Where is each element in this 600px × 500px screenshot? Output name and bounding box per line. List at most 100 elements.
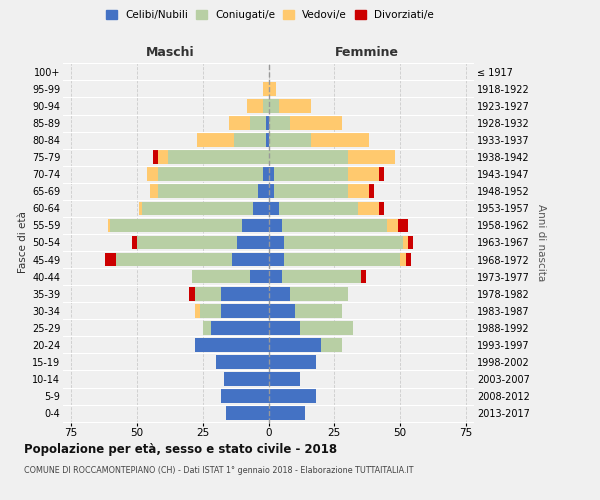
Bar <box>158 184 258 198</box>
Bar <box>269 150 347 164</box>
Bar <box>269 270 281 283</box>
Bar <box>195 304 200 318</box>
Bar <box>200 304 221 318</box>
Bar <box>284 236 403 250</box>
Text: Popolazione per età, sesso e stato civile - 2018: Popolazione per età, sesso e stato civil… <box>24 442 337 456</box>
Bar <box>408 236 413 250</box>
Bar <box>269 252 284 266</box>
Bar <box>300 321 353 334</box>
Bar <box>148 168 158 181</box>
Bar <box>290 287 347 300</box>
Bar <box>269 184 274 198</box>
Bar <box>216 355 269 369</box>
Bar <box>274 168 347 181</box>
Bar <box>347 168 379 181</box>
Bar <box>221 304 269 318</box>
Bar <box>269 355 316 369</box>
Bar <box>158 150 169 164</box>
Bar <box>139 202 142 215</box>
Bar <box>263 82 269 96</box>
Bar <box>274 184 347 198</box>
Bar <box>347 150 395 164</box>
Bar <box>229 116 250 130</box>
Bar <box>110 218 242 232</box>
Bar <box>197 134 234 147</box>
Bar <box>221 287 269 300</box>
Bar <box>234 134 266 147</box>
Bar <box>269 338 321 351</box>
Bar <box>279 202 358 215</box>
Y-axis label: Anni di nascita: Anni di nascita <box>536 204 547 281</box>
Bar <box>211 321 269 334</box>
Bar <box>403 236 408 250</box>
Bar <box>379 168 385 181</box>
Bar <box>232 252 269 266</box>
Bar <box>258 184 269 198</box>
Bar <box>361 270 366 283</box>
Bar <box>321 338 342 351</box>
Bar <box>281 270 361 283</box>
Text: Maschi: Maschi <box>146 46 194 59</box>
Bar <box>269 372 300 386</box>
Bar <box>263 168 269 181</box>
Bar <box>379 202 385 215</box>
Bar <box>295 304 342 318</box>
Bar <box>221 389 269 403</box>
Bar <box>224 372 269 386</box>
Bar <box>269 287 290 300</box>
Bar <box>195 338 269 351</box>
Bar <box>269 116 290 130</box>
Bar <box>269 304 295 318</box>
Bar <box>279 99 311 113</box>
Bar <box>116 252 232 266</box>
Bar <box>347 184 368 198</box>
Bar <box>253 202 269 215</box>
Bar <box>266 134 269 147</box>
Bar <box>269 134 311 147</box>
Bar <box>400 252 406 266</box>
Bar <box>203 321 211 334</box>
Bar <box>192 270 250 283</box>
Bar <box>142 202 253 215</box>
Bar <box>266 116 269 130</box>
Bar <box>406 252 411 266</box>
Bar <box>358 202 379 215</box>
Bar <box>269 389 316 403</box>
Text: COMUNE DI ROCCAMONTEPIANO (CH) - Dati ISTAT 1° gennaio 2018 - Elaborazione TUTTA: COMUNE DI ROCCAMONTEPIANO (CH) - Dati IS… <box>24 466 413 475</box>
Bar <box>284 252 400 266</box>
Bar <box>269 99 279 113</box>
Bar <box>226 406 269 420</box>
Bar <box>269 218 281 232</box>
Bar <box>108 218 110 232</box>
Bar <box>398 218 408 232</box>
Bar <box>195 287 221 300</box>
Bar <box>269 82 277 96</box>
Bar <box>269 202 279 215</box>
Bar <box>368 184 374 198</box>
Bar <box>269 236 284 250</box>
Bar <box>158 168 263 181</box>
Bar <box>290 116 342 130</box>
Legend: Celibi/Nubili, Coniugati/e, Vedovi/e, Divorziati/e: Celibi/Nubili, Coniugati/e, Vedovi/e, Di… <box>104 8 436 22</box>
Bar <box>263 99 269 113</box>
Bar <box>152 150 158 164</box>
Bar <box>169 150 269 164</box>
Bar <box>269 321 300 334</box>
Text: Femmine: Femmine <box>335 46 399 59</box>
Bar <box>237 236 269 250</box>
Bar <box>269 168 274 181</box>
Bar <box>137 236 237 250</box>
Bar <box>190 287 195 300</box>
Y-axis label: Fasce di età: Fasce di età <box>17 212 28 274</box>
Bar <box>150 184 158 198</box>
Bar <box>247 99 263 113</box>
Bar <box>250 116 266 130</box>
Bar <box>131 236 137 250</box>
Bar <box>387 218 398 232</box>
Bar <box>281 218 387 232</box>
Bar <box>105 252 116 266</box>
Bar <box>311 134 368 147</box>
Bar <box>269 406 305 420</box>
Bar <box>250 270 269 283</box>
Bar <box>242 218 269 232</box>
